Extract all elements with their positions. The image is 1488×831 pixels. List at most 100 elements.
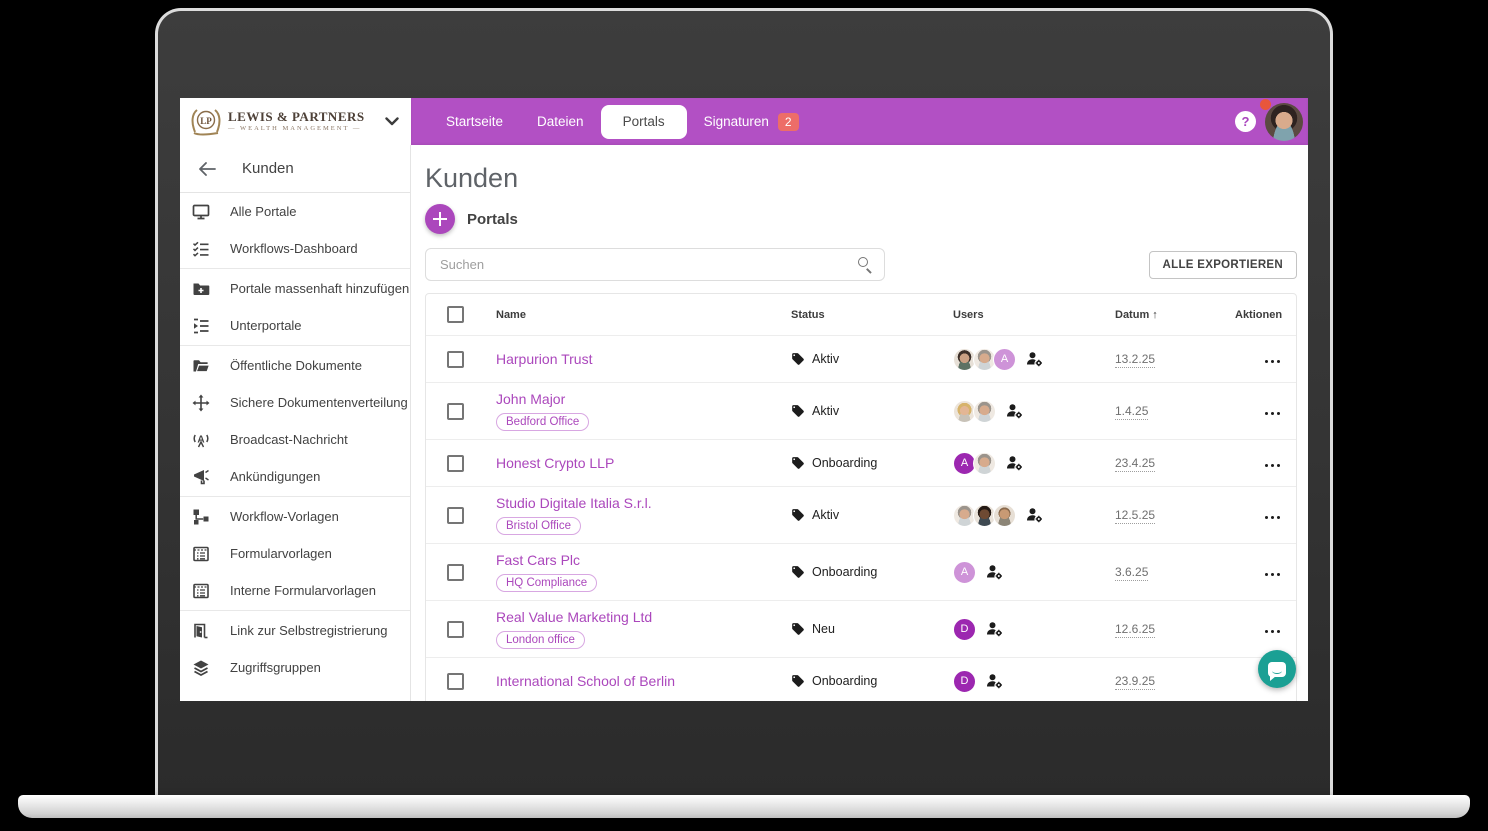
column-header-datum[interactable]: Datum ↑: [1115, 309, 1235, 321]
more-actions-button[interactable]: [1264, 408, 1280, 420]
manage-users-icon[interactable]: [986, 621, 1003, 637]
brand-area[interactable]: LP LEWIS & PARTNERS — WEALTH MANAGEMENT …: [180, 98, 411, 145]
status-label: Neu: [812, 622, 835, 636]
toolbar: ALLE EXPORTIEREN: [425, 248, 1297, 281]
office-tag: Bristol Office: [496, 517, 581, 535]
sidebar-item-workflows-dashboard[interactable]: Workflows-Dashboard: [180, 230, 410, 267]
select-all-checkbox[interactable]: [447, 306, 464, 323]
status-label: Onboarding: [812, 674, 878, 688]
chat-launcher-button[interactable]: [1258, 650, 1296, 688]
add-portal-button[interactable]: [425, 204, 455, 234]
sidebar-title: Kunden: [242, 160, 294, 177]
sidebar-item-label: Interne Formularvorlagen: [230, 583, 376, 598]
sidebar-item-zugriffsgruppen[interactable]: Zugriffsgruppen: [180, 649, 410, 686]
sidebar-item-oeffentliche-dokumente[interactable]: Öffentliche Dokumente: [180, 347, 410, 384]
row-checkbox[interactable]: [447, 350, 464, 368]
portal-name-link[interactable]: International School of Berlin: [496, 673, 675, 689]
manage-users-icon[interactable]: [1006, 455, 1023, 471]
form-icon: [191, 581, 211, 601]
user-profile-avatar[interactable]: [1260, 98, 1303, 141]
portal-name-link[interactable]: Harpurion Trust: [496, 351, 593, 367]
monitor-icon: [191, 202, 211, 222]
sidebar-item-label: Portale massenhaft hinzufügen: [230, 281, 410, 296]
tab-dateien[interactable]: Dateien: [537, 114, 584, 129]
manage-users-icon[interactable]: [986, 673, 1003, 689]
row-checkbox[interactable]: [447, 454, 464, 472]
manage-users-icon[interactable]: [1026, 351, 1043, 367]
door-icon: [191, 621, 211, 641]
table-row: Fast Cars Plc HQ Compliance Onboarding A: [426, 543, 1296, 600]
chevron-down-icon[interactable]: [385, 117, 399, 126]
app-body: Kunden Alle Portale Workflows-Dashboard: [180, 145, 1308, 701]
date-link[interactable]: 3.6.25: [1115, 565, 1149, 581]
tab-signaturen[interactable]: Signaturen 2: [687, 105, 816, 139]
more-actions-button[interactable]: [1264, 626, 1280, 638]
sidebar-item-sichere-dokumentenverteilung[interactable]: Sichere Dokumentenverteilung: [180, 384, 410, 421]
portal-name-link[interactable]: Studio Digitale Italia S.r.l.: [496, 495, 652, 511]
sidebar-item-ankuendigungen[interactable]: Ankündigungen: [180, 458, 410, 495]
notification-dot: [1260, 98, 1271, 110]
portals-table: Name Status Users Datum ↑ Aktionen Harpu…: [425, 293, 1297, 701]
row-checkbox[interactable]: [447, 563, 464, 581]
table-row: Harpurion Trust Aktiv A: [426, 335, 1296, 382]
sidebar-item-broadcast-nachricht[interactable]: A Broadcast-Nachricht: [180, 421, 410, 458]
portal-name-link[interactable]: John Major: [496, 391, 566, 407]
date-link[interactable]: 23.9.25: [1115, 674, 1156, 690]
status-label: Aktiv: [812, 508, 840, 522]
row-checkbox[interactable]: [447, 506, 464, 524]
sidebar-item-unterportale[interactable]: Unterportale: [180, 307, 410, 344]
portal-name-link[interactable]: Fast Cars Plc: [496, 552, 581, 568]
sidebar-header: Kunden: [180, 145, 410, 193]
status-label: Onboarding: [812, 456, 878, 470]
column-header-users[interactable]: Users: [953, 308, 984, 321]
broadcast-icon: A: [191, 430, 211, 450]
sidebar-item-selbstregistrierung[interactable]: Link zur Selbstregistrierung: [180, 612, 410, 649]
sidebar-item-alle-portale[interactable]: Alle Portale: [180, 193, 410, 230]
more-actions-button[interactable]: [1264, 356, 1280, 368]
date-link[interactable]: 12.5.25: [1115, 508, 1156, 524]
tab-portals[interactable]: Portals: [600, 104, 687, 139]
more-actions-button[interactable]: [1264, 569, 1280, 581]
date-link[interactable]: 13.2.25: [1115, 352, 1156, 368]
column-header-name[interactable]: Name: [496, 308, 526, 321]
export-all-button[interactable]: ALLE EXPORTIEREN: [1148, 250, 1297, 279]
megaphone-icon: [191, 467, 211, 487]
sidebar-item-workflow-vorlagen[interactable]: Workflow-Vorlagen: [180, 498, 410, 535]
svg-text:LP: LP: [200, 116, 212, 126]
folder-plus-icon: [191, 279, 211, 299]
portal-name-link[interactable]: Real Value Marketing Ltd: [496, 609, 653, 625]
date-link[interactable]: 12.6.25: [1115, 622, 1156, 638]
back-arrow-icon[interactable]: [198, 161, 216, 176]
more-actions-button[interactable]: [1264, 460, 1280, 472]
sidebar-item-label: Zugriffsgruppen: [230, 660, 321, 675]
sidebar-item-formularvorlagen[interactable]: Formularvorlagen: [180, 535, 410, 572]
manage-users-icon[interactable]: [1006, 403, 1023, 419]
main-nav: Startseite Dateien Portals Signaturen 2 …: [411, 98, 1308, 145]
main-content: Kunden Portals ALLE EXPORTIEREN: [411, 145, 1308, 701]
brand-name: LEWIS & PARTNERS: [228, 109, 365, 125]
top-bar: LP LEWIS & PARTNERS — WEALTH MANAGEMENT …: [180, 98, 1308, 145]
search-input[interactable]: [425, 248, 885, 281]
table-row: International School of Berlin Onboardin…: [426, 657, 1296, 701]
manage-users-icon[interactable]: [1026, 507, 1043, 523]
checklist-icon: [191, 239, 211, 259]
tab-startseite[interactable]: Startseite: [446, 114, 504, 129]
sidebar-item-label: Link zur Selbstregistrierung: [230, 623, 388, 638]
row-checkbox[interactable]: [447, 620, 464, 638]
row-checkbox[interactable]: [447, 672, 464, 690]
laptop-base: [18, 795, 1470, 818]
brand-logo-icon: LP: [188, 106, 224, 138]
user-avatar: D: [953, 669, 976, 693]
more-actions-button[interactable]: [1264, 512, 1280, 524]
row-checkbox[interactable]: [447, 402, 464, 420]
column-header-status[interactable]: Status: [791, 308, 825, 321]
brand-text: LEWIS & PARTNERS — WEALTH MANAGEMENT —: [228, 110, 365, 132]
sidebar-item-portale-massenhaft[interactable]: Portale massenhaft hinzufügen: [180, 270, 410, 307]
date-link[interactable]: 1.4.25: [1115, 404, 1149, 420]
sidebar-item-interne-formularvorlagen[interactable]: Interne Formularvorlagen: [180, 572, 410, 609]
table-row: Honest Crypto LLP Onboarding A: [426, 439, 1296, 486]
manage-users-icon[interactable]: [986, 564, 1003, 580]
help-icon[interactable]: ?: [1235, 111, 1256, 132]
date-link[interactable]: 23.4.25: [1115, 456, 1156, 472]
portal-name-link[interactable]: Honest Crypto LLP: [496, 455, 615, 471]
